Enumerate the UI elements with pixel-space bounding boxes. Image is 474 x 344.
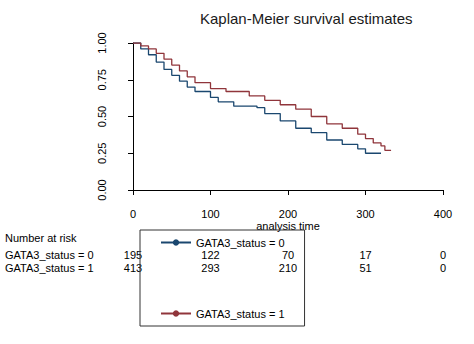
svg-text:0: 0 xyxy=(440,249,446,261)
svg-text:200: 200 xyxy=(279,208,297,220)
svg-text:Number at risk: Number at risk xyxy=(5,232,77,244)
svg-text:Kaplan-Meier survival estimate: Kaplan-Meier survival estimates xyxy=(200,10,413,27)
svg-text:GATA3_status = 1: GATA3_status = 1 xyxy=(5,262,94,274)
svg-text:51: 51 xyxy=(359,262,371,274)
svg-text:17: 17 xyxy=(359,249,371,261)
svg-text:100: 100 xyxy=(201,208,219,220)
svg-text:GATA3_status = 1: GATA3_status = 1 xyxy=(196,308,285,320)
svg-text:195: 195 xyxy=(124,249,142,261)
svg-text:413: 413 xyxy=(124,262,142,274)
svg-text:400: 400 xyxy=(434,208,452,220)
svg-text:GATA3_status = 0: GATA3_status = 0 xyxy=(5,249,94,261)
svg-text:0: 0 xyxy=(130,208,136,220)
svg-text:0.25: 0.25 xyxy=(96,143,108,164)
svg-text:0.50: 0.50 xyxy=(96,106,108,127)
svg-text:300: 300 xyxy=(356,208,374,220)
svg-text:GATA3_status = 0: GATA3_status = 0 xyxy=(196,237,285,249)
svg-text:0.00: 0.00 xyxy=(96,179,108,200)
svg-text:analysis time: analysis time xyxy=(256,219,320,232)
svg-text:0.75: 0.75 xyxy=(96,69,108,90)
svg-text:1.00: 1.00 xyxy=(96,32,108,53)
svg-text:0: 0 xyxy=(440,262,446,274)
